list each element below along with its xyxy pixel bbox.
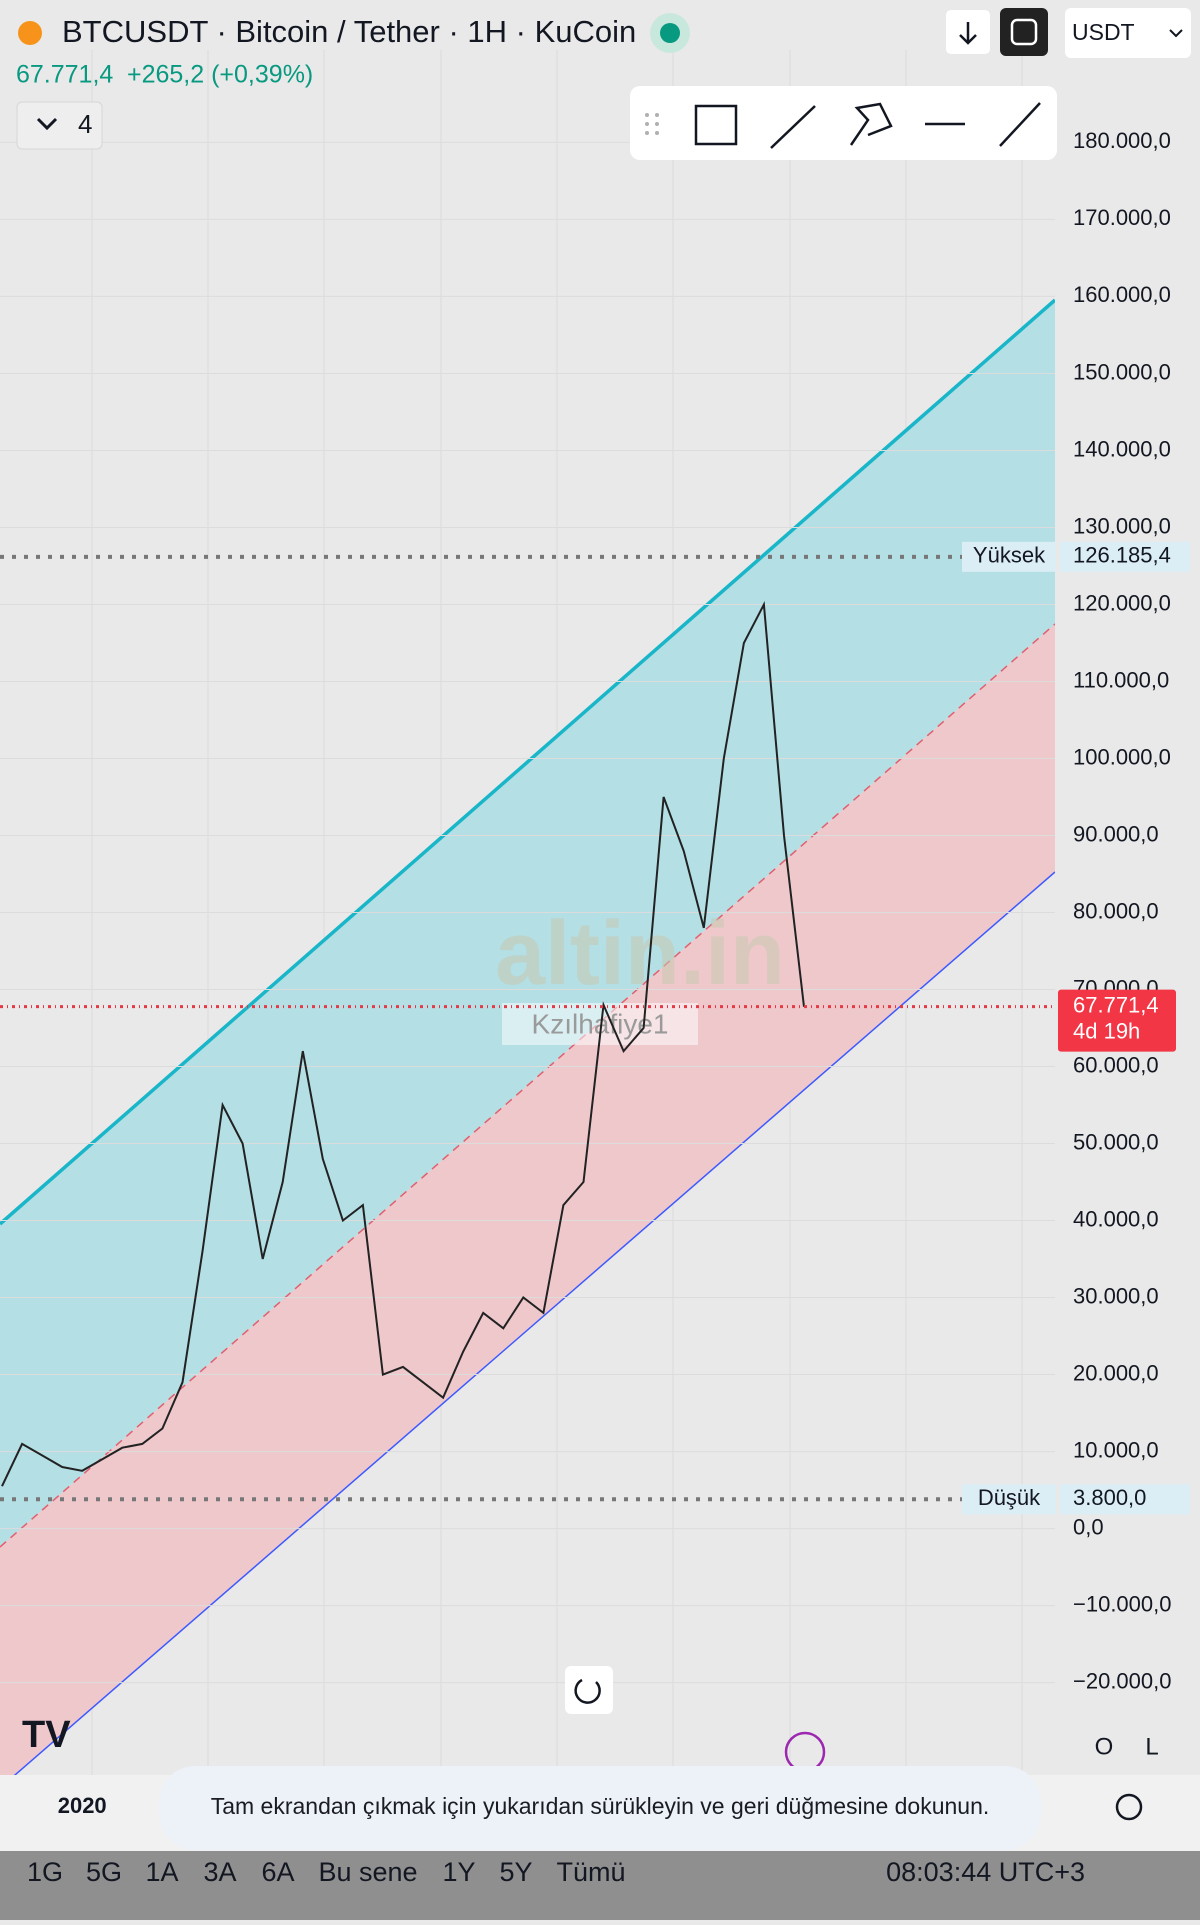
- series: [1, 600, 805, 1487]
- channel-mid: [0, 623, 1055, 1548]
- low-value-box: [1060, 1484, 1190, 1515]
- high-name-box: [962, 541, 1056, 572]
- fullscreen-button[interactable]: [1000, 8, 1048, 56]
- y-axis: −20.000,0 −10.000,0 0,0 10.000,0 20.000,0 30.…: [0, 128, 1171, 1693]
- y-tick-label: 130.000,0: [1073, 513, 1171, 538]
- timeframe-button[interactable]: 1G: [27, 1857, 63, 1887]
- timeframes: 1G 5G 1A 3A 6A Bu sene 1Y 5Y Tümü: [27, 1857, 626, 1887]
- y-tick-label: 120.000,0: [1073, 590, 1171, 615]
- timeframe-button[interactable]: 3A: [203, 1857, 236, 1887]
- channel-lower-fill: [0, 624, 1055, 1775]
- y-tick-label: −10.000,0: [1073, 1591, 1171, 1616]
- tool-trendline[interactable]: [770, 105, 816, 149]
- price-line: [1, 600, 805, 1487]
- low-value: 3.800,0: [1073, 1485, 1146, 1510]
- scale-button[interactable]: L: [1145, 1733, 1158, 1760]
- timeframe-button[interactable]: 5Y: [499, 1857, 532, 1887]
- y-tick-label: 50.000,0: [1073, 1129, 1159, 1154]
- timeframe-button[interactable]: 1A: [145, 1857, 178, 1887]
- y-tick-label: 180.000,0: [1073, 128, 1171, 153]
- reset-button[interactable]: [565, 1666, 613, 1714]
- timeframe-bar: [0, 1851, 1200, 1920]
- drag-handle: [645, 113, 659, 135]
- high-name: Yüksek: [973, 543, 1046, 568]
- channel-upper-fill: [0, 300, 1055, 1547]
- toast: [159, 1766, 1041, 1850]
- scale-button[interactable]: O: [1095, 1733, 1114, 1760]
- indicator-toggle[interactable]: [16, 101, 103, 150]
- coin-icon: [18, 21, 42, 45]
- logo: TV: [22, 1714, 71, 1756]
- channel-bottom: [13, 871, 1055, 1775]
- y-tick-label: 160.000,0: [1073, 282, 1171, 307]
- y-tick-label: 110.000,0: [1073, 667, 1169, 692]
- y-tick-label: 30.000,0: [1073, 1283, 1159, 1308]
- y-tick-label: 150.000,0: [1073, 359, 1171, 384]
- symbol-title: BTCUSDT · Bitcoin / Tether · 1H · KuCoin: [62, 14, 636, 49]
- y-tick-label: 80.000,0: [1073, 898, 1159, 923]
- low-name-box: [962, 1484, 1056, 1515]
- low-name: Düşük: [978, 1485, 1041, 1510]
- timeframe-button[interactable]: 6A: [261, 1857, 294, 1887]
- settings-icon[interactable]: [1115, 1793, 1143, 1821]
- y-tick-label: 90.000,0: [1073, 821, 1159, 846]
- indicator-count: 4: [78, 109, 92, 139]
- watermark: altin.in: [495, 904, 785, 1004]
- chevron: [1169, 29, 1183, 38]
- timeframe-button[interactable]: Tümü: [556, 1857, 625, 1887]
- price-tag-value: 67.771,4: [1073, 992, 1159, 1017]
- price-tag-countdown: 4d 19h: [1073, 1018, 1140, 1043]
- download-icon: [959, 22, 977, 45]
- y-tick-label: 170.000,0: [1073, 205, 1171, 230]
- tool-path[interactable]: [849, 102, 893, 146]
- drawing-toolbar: [630, 86, 1057, 160]
- clock: 08:03:44 UTC+3: [886, 1857, 1085, 1887]
- timeframe-button[interactable]: 1Y: [442, 1857, 475, 1887]
- price-tag: [1058, 989, 1176, 1052]
- toast-text: Tam ekrandan çıkmak için yukarıdan sürük…: [211, 1793, 990, 1819]
- y-tick-label: 0,0: [1073, 1514, 1104, 1539]
- x-tick-label: 2020: [58, 1793, 107, 1818]
- levels: Yüksek 126.185,4 Düşük 3.800,0 67.771,44d 19…: [0, 541, 1190, 1515]
- status-dot: [660, 23, 680, 43]
- timeframe-button[interactable]: Bu sene: [318, 1857, 417, 1887]
- fullscreen-icon: [1010, 18, 1038, 46]
- y-tick-label: 40.000,0: [1073, 1206, 1159, 1231]
- last-price: 67.771,4: [16, 61, 113, 89]
- high-value-box: [1060, 541, 1190, 572]
- price-change: +265,2 (+0,39%): [127, 61, 313, 89]
- reset-icon: [574, 1678, 601, 1704]
- currency: USDT: [1072, 19, 1135, 45]
- y-tick-label: 100.000,0: [1073, 744, 1171, 769]
- y-tick-label: 20.000,0: [1073, 1360, 1159, 1385]
- high-value: 126.185,4: [1073, 543, 1171, 568]
- tool-ray[interactable]: [999, 102, 1041, 147]
- y-tick-label: −20.000,0: [1073, 1668, 1171, 1693]
- currency-select[interactable]: [1065, 8, 1191, 58]
- y-tick-label: 140.000,0: [1073, 436, 1171, 461]
- channel: [0, 298, 1055, 1775]
- timeframe-button[interactable]: 5G: [86, 1857, 122, 1887]
- channel-top: [0, 298, 1055, 1226]
- y-tick-label: 10.000,0: [1073, 1437, 1159, 1462]
- tool-position[interactable]: [694, 104, 738, 146]
- x-axis: 2020: [58, 1793, 107, 1818]
- chevron: [36, 117, 58, 131]
- y-tick-label: 60.000,0: [1073, 1052, 1159, 1077]
